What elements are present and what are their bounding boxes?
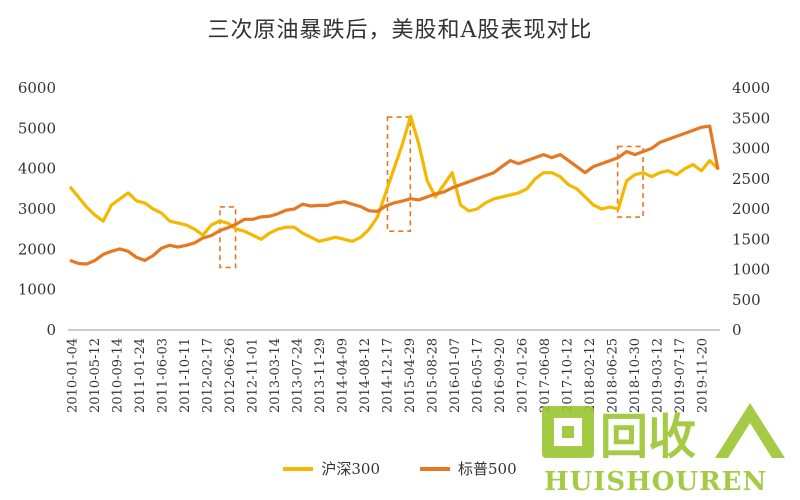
legend-label-sp500: 标普500 [458,460,517,478]
legend-swatch-hs300 [283,466,314,471]
x-tick-label: 2010-05-12 [88,338,103,413]
legend-item-hs300: 沪深300 [283,458,380,479]
x-tick-label: 2019-11-20 [695,338,710,413]
y-right-tick-label: 1500 [732,230,770,248]
y-right-tick-label: 500 [732,291,761,309]
x-tick-label: 2019-07-17 [673,338,688,413]
y-left-tick-label: 1000 [18,281,56,299]
highlight-box [386,116,412,232]
x-tick-label: 2011-01-24 [133,338,148,413]
y-left-tick-label: 0 [46,321,56,339]
x-tick-label: 2016-05-17 [470,338,485,413]
watermark-logo: 回收 HUISHOUREN [542,403,785,494]
legend-item-sp500: 标普500 [420,458,517,479]
x-tick-label: 2011-06-03 [156,338,171,413]
x-tick-label: 2013-03-14 [268,338,283,413]
x-tick-label: 2016-01-07 [448,338,463,413]
y-left-tick-label: 6000 [18,79,56,97]
x-tick-label: 2012-11-01 [246,338,261,413]
y-left-tick-label: 5000 [18,119,56,137]
y-right-tick-label: 1000 [732,261,770,279]
x-tick-label: 2017-10-12 [560,338,575,413]
x-tick-label: 2017-06-08 [538,338,553,413]
x-tick-label: 2014-08-12 [358,338,373,413]
x-tick-label: 2012-06-26 [223,338,238,413]
y-left-tick-label: 2000 [18,240,56,258]
series-line-sp500 [69,124,720,266]
y-right-tick-label: 2000 [732,200,770,218]
y-left-tick-label: 4000 [18,160,56,178]
x-tick-label: 2013-11-29 [313,338,328,413]
y-right-tick-label: 4000 [732,79,770,97]
y-right-tick-label: 2500 [732,170,770,188]
series-line-hs300 [68,114,720,243]
x-tick-label: 2010-01-04 [66,338,81,413]
x-tick-label: 2017-01-26 [515,338,530,413]
legend-label-hs300: 沪深300 [321,460,380,478]
x-tick-label: 2010-09-14 [111,338,126,413]
highlight-box [616,145,644,218]
x-tick-label: 2018-10-30 [628,338,643,413]
y-right-tick-label: 3500 [732,109,770,127]
x-tick-label: 2018-06-25 [605,338,620,413]
y-left-tick-label: 3000 [18,200,56,218]
chart-title: 三次原油暴跌后，美股和A股表现对比 [207,18,593,43]
x-tick-label: 2018-02-12 [583,338,598,413]
y-right-tick-label: 0 [732,321,742,339]
x-tick-label: 2015-08-28 [425,338,440,413]
x-tick-label: 2014-04-09 [336,338,351,413]
x-tick-label: 2016-09-20 [493,338,508,413]
highlight-box [219,206,237,269]
x-tick-label: 2014-12-17 [381,338,396,413]
x-tick-label: 2013-07-24 [291,338,306,413]
chart-legend: 沪深300 标普500 [0,458,800,479]
legend-swatch-sp500 [420,466,450,471]
x-tick-label: 2012-02-17 [201,338,216,413]
watermark-text: 回收 [600,409,696,465]
x-tick-label: 2015-04-29 [403,338,418,413]
watermark-subtext: HUISHOUREN [544,467,767,494]
y-right-tick-label: 3000 [732,140,770,158]
x-tick-label: 2019-03-12 [650,338,665,413]
x-tick-label: 2011-10-11 [178,338,193,413]
